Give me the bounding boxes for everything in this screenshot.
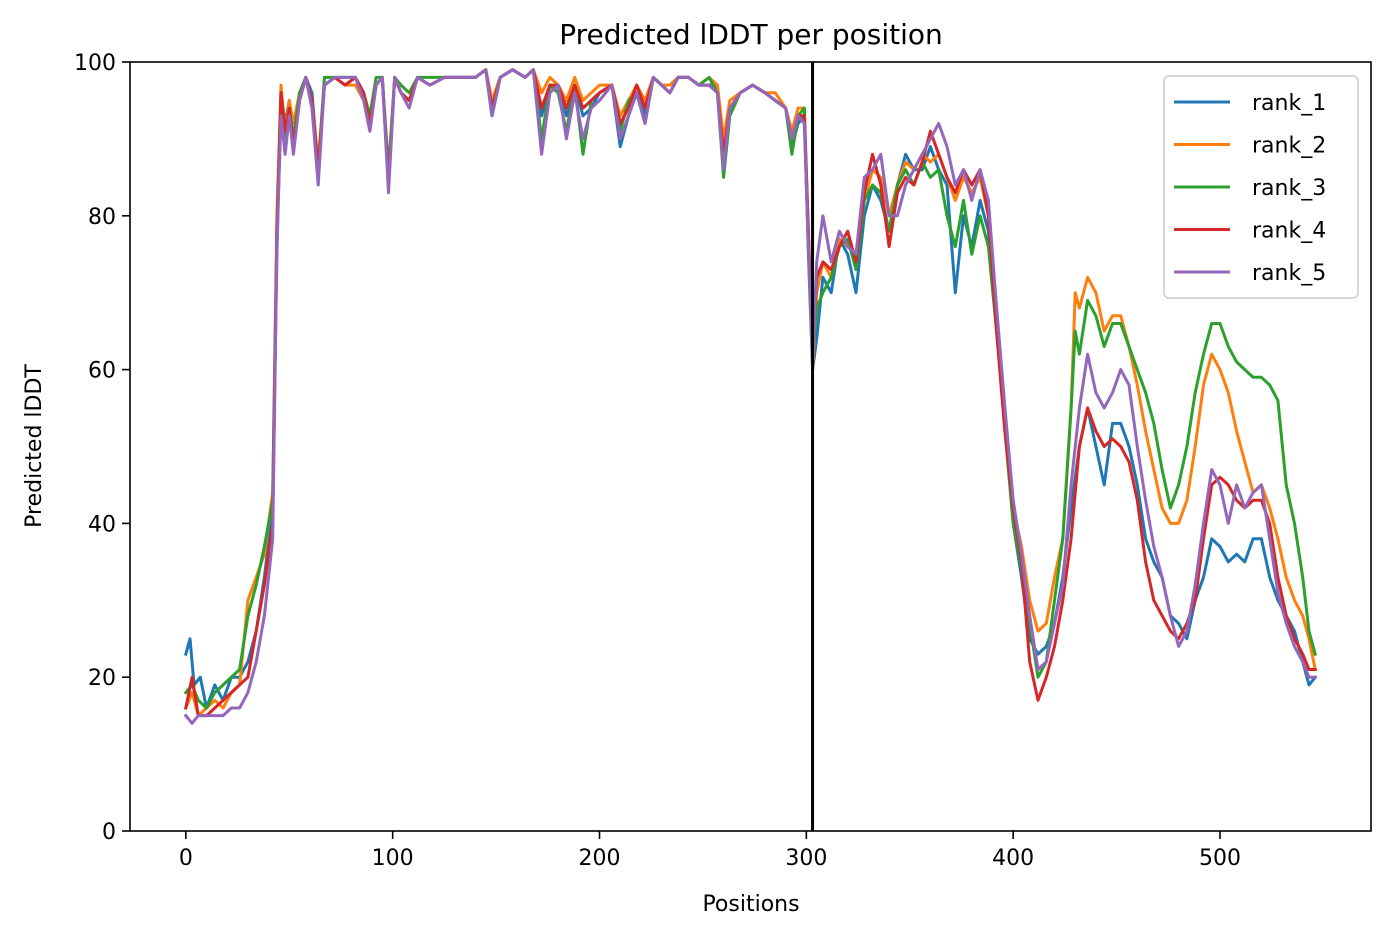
x-tick-label: 100 — [372, 846, 414, 871]
y-tick-label: 60 — [88, 359, 116, 384]
legend-label-rank_5: rank_5 — [1252, 261, 1326, 286]
x-axis-label: Positions — [702, 892, 799, 917]
y-tick-label: 20 — [88, 666, 116, 691]
plot-area — [183, 62, 1318, 831]
y-tick-label: 100 — [74, 51, 116, 76]
axes-frame — [129, 61, 1372, 832]
y-axis-label: Predicted lDDT — [22, 364, 47, 528]
series-line-rank_5 — [183, 68, 1317, 725]
legend-label-rank_4: rank_4 — [1252, 219, 1326, 244]
x-tick-label: 500 — [1199, 846, 1241, 871]
legend-label-rank_1: rank_1 — [1252, 91, 1326, 116]
x-tick-label: 400 — [992, 846, 1034, 871]
chart-title: Predicted lDDT per position — [559, 18, 943, 51]
legend-label-rank_2: rank_2 — [1252, 134, 1326, 159]
y-tick-label: 80 — [88, 205, 116, 230]
y-tick-label: 40 — [88, 512, 116, 537]
x-tick-label: 0 — [179, 846, 193, 871]
x-tick-label: 300 — [785, 846, 827, 871]
series-group — [183, 62, 1318, 831]
legend-label-rank_3: rank_3 — [1252, 176, 1326, 201]
legend-box — [1163, 75, 1359, 299]
y-tick-label: 0 — [102, 820, 116, 845]
legend: rank_1 rank_2 rank_3 rank_4 rank_5 — [1163, 75, 1359, 299]
axes: 0 100 200 300 400 500 0 20 40 60 80 100 — [74, 51, 1372, 871]
x-tick-label: 200 — [579, 846, 621, 871]
